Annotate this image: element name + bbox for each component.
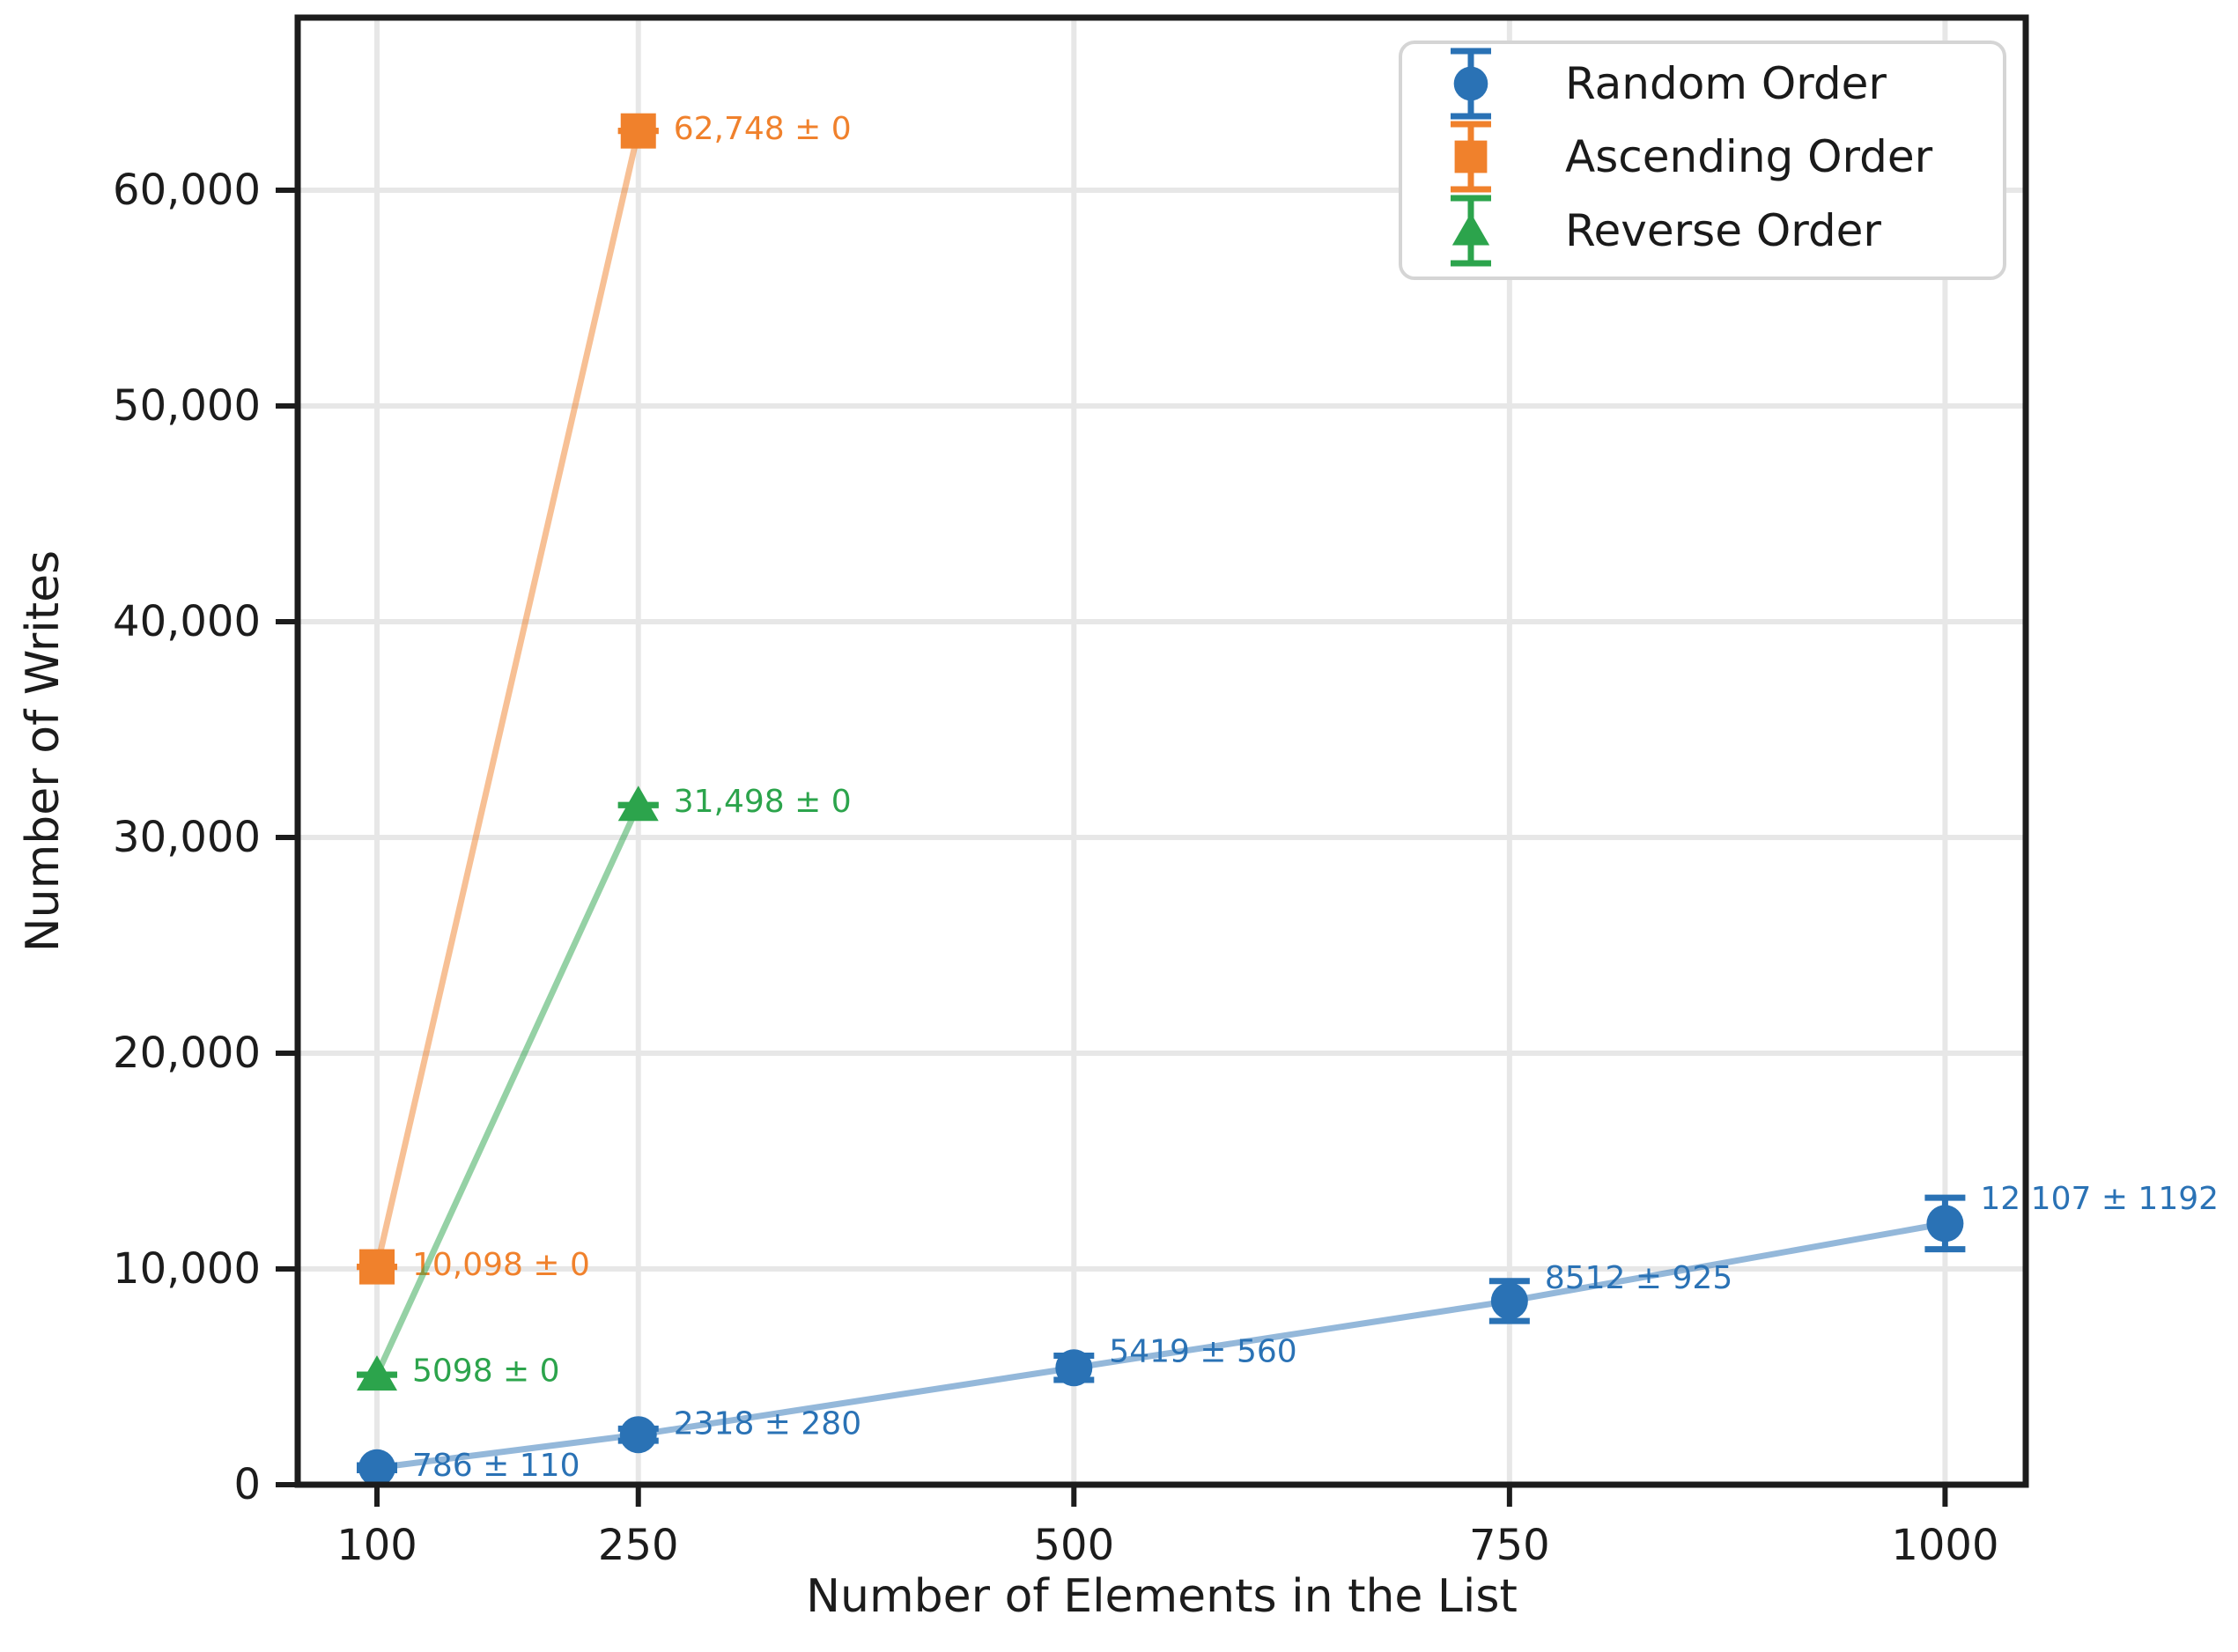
data-point-marker-triangle (617, 785, 659, 822)
point-value-label: 5419 ± 560 (1109, 1334, 1296, 1370)
legend-box (1399, 41, 2006, 280)
x-axis-label: Number of Elements in the List (806, 1570, 1518, 1623)
y-tick-label: 30,000 (113, 813, 261, 862)
series-line-reverse-order (373, 803, 641, 1376)
data-point-marker-square (620, 113, 656, 149)
plot-border (294, 14, 2029, 1488)
x-tick-label: 1000 (1891, 1521, 1998, 1570)
data-point-marker-square (1454, 140, 1488, 173)
y-tick-label: 10,000 (113, 1244, 261, 1294)
y-tick-label: 60,000 (113, 166, 261, 215)
data-point-marker-circle (1926, 1205, 1964, 1243)
series-layer: 786 ± 110 2318 ± 280 5419 ± 560 8512 ± 925 1… (357, 111, 2219, 1486)
data-point-marker-triangle (357, 1355, 398, 1391)
x-tick-label: 250 (598, 1521, 679, 1570)
data-point-marker-circle (358, 1449, 396, 1486)
data-point-group: 12,107 ± 1192 (1924, 1181, 2219, 1253)
data-point-marker-circle (1055, 1349, 1093, 1387)
data-point-group: 2318 ± 280 (617, 1406, 861, 1454)
point-value-label: 5098 ± 0 (412, 1353, 560, 1390)
x-tick-label: 100 (336, 1521, 417, 1570)
data-point-marker-square (359, 1249, 395, 1285)
point-value-label: 12,107 ± 1192 (1980, 1181, 2219, 1217)
point-value-label: 62,748 ± 0 (674, 111, 852, 147)
legend-item-label: Reverse Order (1565, 205, 1881, 256)
series-line-ascending-order (373, 129, 642, 1268)
data-point-marker-circle (619, 1416, 657, 1454)
data-point-group: 5098 ± 0 (357, 1353, 560, 1391)
tick-labels-layer: 100 250 500 750 1000 0 10,000 20,000 30,000 40,00… (113, 166, 1998, 1570)
legend-item-reverse-order: Reverse Order (1451, 195, 1881, 267)
y-tick-label: 0 (233, 1460, 261, 1509)
data-point-marker-circle (1490, 1282, 1528, 1320)
point-value-label: 786 ± 110 (412, 1448, 580, 1484)
legend: Random Order Ascending Order Reverse Order (1399, 41, 2006, 280)
data-point-group: 62,748 ± 0 (617, 111, 852, 149)
axes-layer (276, 14, 2029, 1507)
data-point-group: 786 ± 110 (357, 1448, 580, 1486)
y-tick-label: 20,000 (113, 1029, 261, 1078)
data-point-group: 10,098 ± 0 (357, 1247, 590, 1285)
data-point-group: 8512 ± 925 (1488, 1260, 1732, 1324)
data-point-group: 5419 ± 560 (1053, 1334, 1297, 1387)
point-value-label: 8512 ± 925 (1545, 1260, 1732, 1296)
legend-item-label: Random Order (1565, 58, 1887, 109)
x-tick-label: 750 (1469, 1521, 1550, 1570)
y-tick-label: 50,000 (113, 381, 261, 431)
point-value-label: 2318 ± 280 (674, 1406, 861, 1442)
legend-item-ascending-order: Ascending Order (1451, 121, 1933, 193)
y-tick-label: 40,000 (113, 597, 261, 646)
y-axis-label: Number of Writes (17, 550, 70, 952)
x-tick-label: 500 (1033, 1521, 1114, 1570)
legend-item-label: Ascending Order (1565, 131, 1933, 182)
data-point-marker-triangle (1451, 212, 1490, 246)
data-point-group: 31,498 ± 0 (617, 784, 852, 822)
point-value-label: 31,498 ± 0 (674, 784, 852, 820)
point-value-label: 10,098 ± 0 (412, 1247, 590, 1283)
legend-item-random-order: Random Order (1451, 48, 1887, 120)
data-point-marker-circle (1453, 66, 1488, 101)
